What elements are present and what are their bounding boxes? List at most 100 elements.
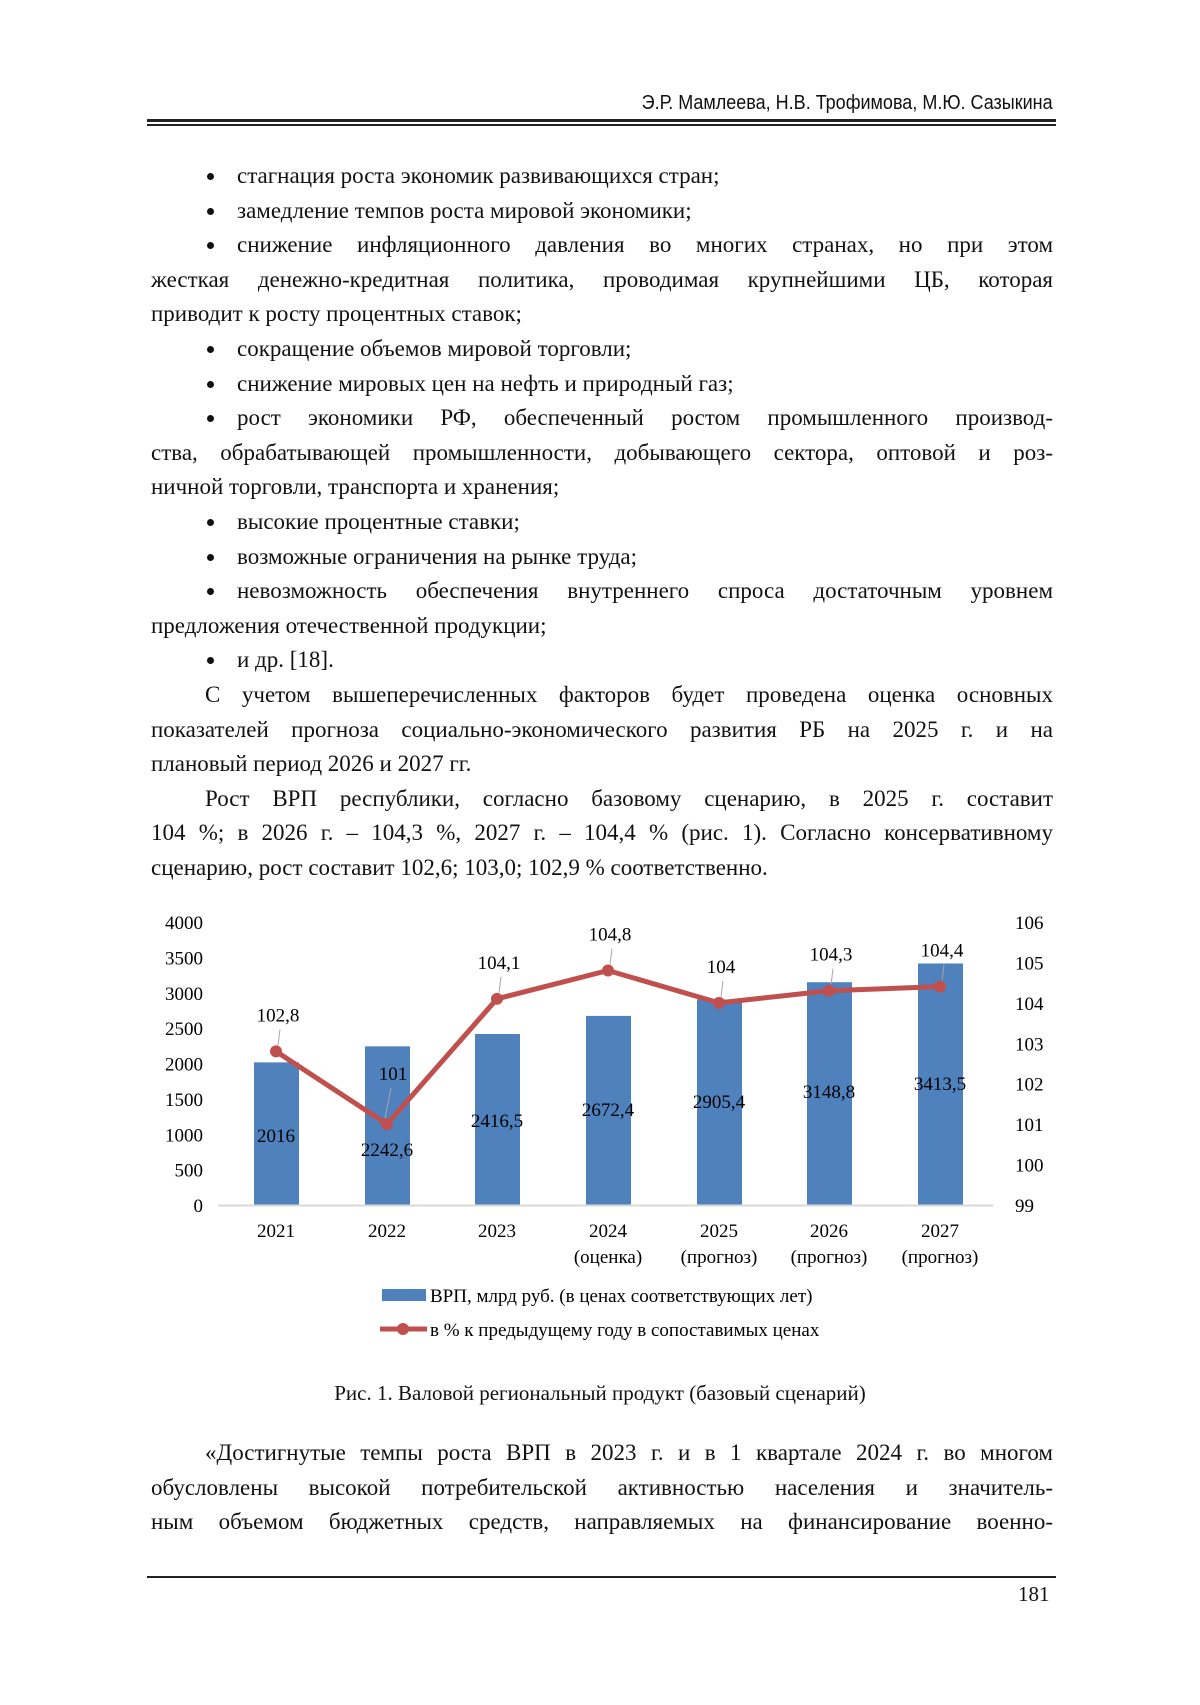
x-axis-label: (прогноз) [681,1247,758,1268]
text-line: ничной торговли, транспорта и хранения; [151,474,560,500]
text-line: плановый период 2026 и 2027 гг. [151,751,472,777]
text-line: сокращение объемов мировой торговли; [237,336,632,361]
left-axis-tick: 3500 [165,948,203,969]
line-data-label: 104,8 [589,925,632,946]
legend-label-bars: ВРП, млрд руб. (в ценах соответствующих … [430,1286,812,1307]
legend-marker-icon [397,1323,409,1335]
text-line: С учетом вышеперечисленных факторов буде… [205,682,1053,707]
right-axis-tick: 101 [1015,1115,1044,1136]
line-point [270,1045,282,1058]
text-line: невозможность обеспечения внутреннего сп… [237,578,1053,604]
line-point [491,992,503,1005]
text-line: «Достигнутые темпы роста ВРП в 2023 г. и… [205,1440,1053,1465]
line-point [381,1118,393,1131]
line-data-label: 104,1 [478,953,521,974]
bar-data-label: 2416,5 [471,1111,523,1132]
leader-line [609,948,613,965]
line-data-label: 104,4 [921,941,964,962]
bar-data-label: 3148,8 [803,1082,855,1103]
text-line: высокие процентные ставки; [237,509,520,534]
line-data-label: 102,8 [257,1005,300,1026]
bar [918,963,963,1205]
line-point [934,980,946,993]
left-axis-tick: 500 [175,1161,204,1182]
bullet-icon [207,346,214,353]
line-point [602,964,614,977]
text-line: показателей прогноза социально-экономиче… [151,716,1053,742]
x-axis-label: 2027 [921,1221,959,1242]
bar [586,1015,631,1205]
text-line: обусловлены высокой потребительской акти… [151,1474,1053,1500]
left-axis-tick: 0 [194,1196,204,1217]
bullet-icon [207,207,214,215]
legend-label-line: в % к предыдущему году в сопоставимых це… [430,1320,820,1341]
x-axis-label: 2026 [810,1221,848,1242]
left-axis-tick: 2000 [165,1055,203,1076]
leader-line [277,1029,281,1046]
text-line: снижение инфляционного давления во многи… [237,232,1053,258]
bullet-icon [207,380,214,388]
x-axis-label: 2023 [478,1221,516,1242]
x-axis-label: (прогноз) [791,1247,868,1268]
text-line: сценарию, рост составит 102,6; 103,0; 10… [151,855,768,880]
right-axis-tick: 103 [1015,1034,1044,1055]
bar-data-label: 2672,4 [582,1100,635,1121]
leader-line [498,976,502,993]
text-line: рост экономики РФ, обеспеченный ростом п… [237,405,1053,431]
right-axis-tick: 105 [1015,953,1044,974]
bar [807,982,852,1205]
leader-line [384,1088,392,1119]
footer-rule [147,1576,1056,1578]
text-line: стагнация роста экономик развивающихся с… [237,163,720,188]
text-line: замедление темпов роста мировой экономик… [237,197,692,223]
right-axis-tick: 99 [1015,1196,1034,1217]
bar [697,999,742,1205]
bullet-icon [207,553,214,561]
leader-line [720,980,724,997]
x-axis-label: (прогноз) [902,1247,979,1268]
running-header: Э.Р. Мамлеева, Н.В. Трофимова, М.Ю. Сазы… [642,92,1053,114]
bullet-icon [207,242,214,250]
bar-data-label: 3413,5 [914,1074,966,1095]
line-point [713,996,725,1009]
line-data-label: 104 [707,957,736,978]
text-line: приводит к росту процентных ставок; [151,301,522,327]
bullet-icon [207,173,214,180]
bar-data-label: 2905,4 [693,1092,746,1113]
x-axis-label: 2022 [368,1221,406,1242]
right-axis-tick: 100 [1015,1156,1044,1177]
left-axis-tick: 4000 [165,913,203,934]
x-axis-label: (оценка) [574,1247,642,1268]
line-point [823,984,835,997]
bar [475,1034,520,1205]
leader-line [941,964,945,981]
x-axis-label: 2024 [589,1221,628,1242]
text-line: возможные ограничения на рынке труда; [237,543,638,569]
text-line: жесткая денежно-кредитная политика, пров… [151,266,1053,292]
text-line: ным объемом бюджетных средств, направляе… [151,1509,1053,1535]
text-line: предложения отечественной продукции; [151,612,547,638]
page-number: 181 [1018,1582,1050,1606]
left-axis-tick: 1000 [165,1125,203,1146]
bullet-icon [207,519,214,526]
left-axis-tick: 2500 [165,1019,203,1040]
right-axis-tick: 102 [1015,1075,1044,1096]
x-axis-label: 2025 [700,1221,738,1242]
text-line: ства, обрабатывающей промышленности, доб… [151,439,1053,465]
bullet-icon [207,657,214,665]
bullet-icon [207,588,214,596]
bar [254,1062,299,1205]
left-axis-tick: 3000 [165,984,203,1005]
text-line: Рост ВРП республики, согласно базовому с… [205,785,1053,811]
text-line: 104 %; в 2026 г. – 104,3 %, 2027 г. – 10… [151,820,1053,846]
right-axis-tick: 106 [1015,913,1044,934]
x-axis-label: 2021 [257,1221,295,1242]
line-data-label: 101 [379,1064,408,1085]
bar-data-label: 2016 [257,1126,295,1147]
leader-line [830,968,834,985]
legend-bar-swatch-icon [382,1289,426,1301]
left-axis-tick: 1500 [165,1090,203,1111]
header-rule-thin [147,124,1056,126]
text-line: и др. [18]. [237,647,334,673]
